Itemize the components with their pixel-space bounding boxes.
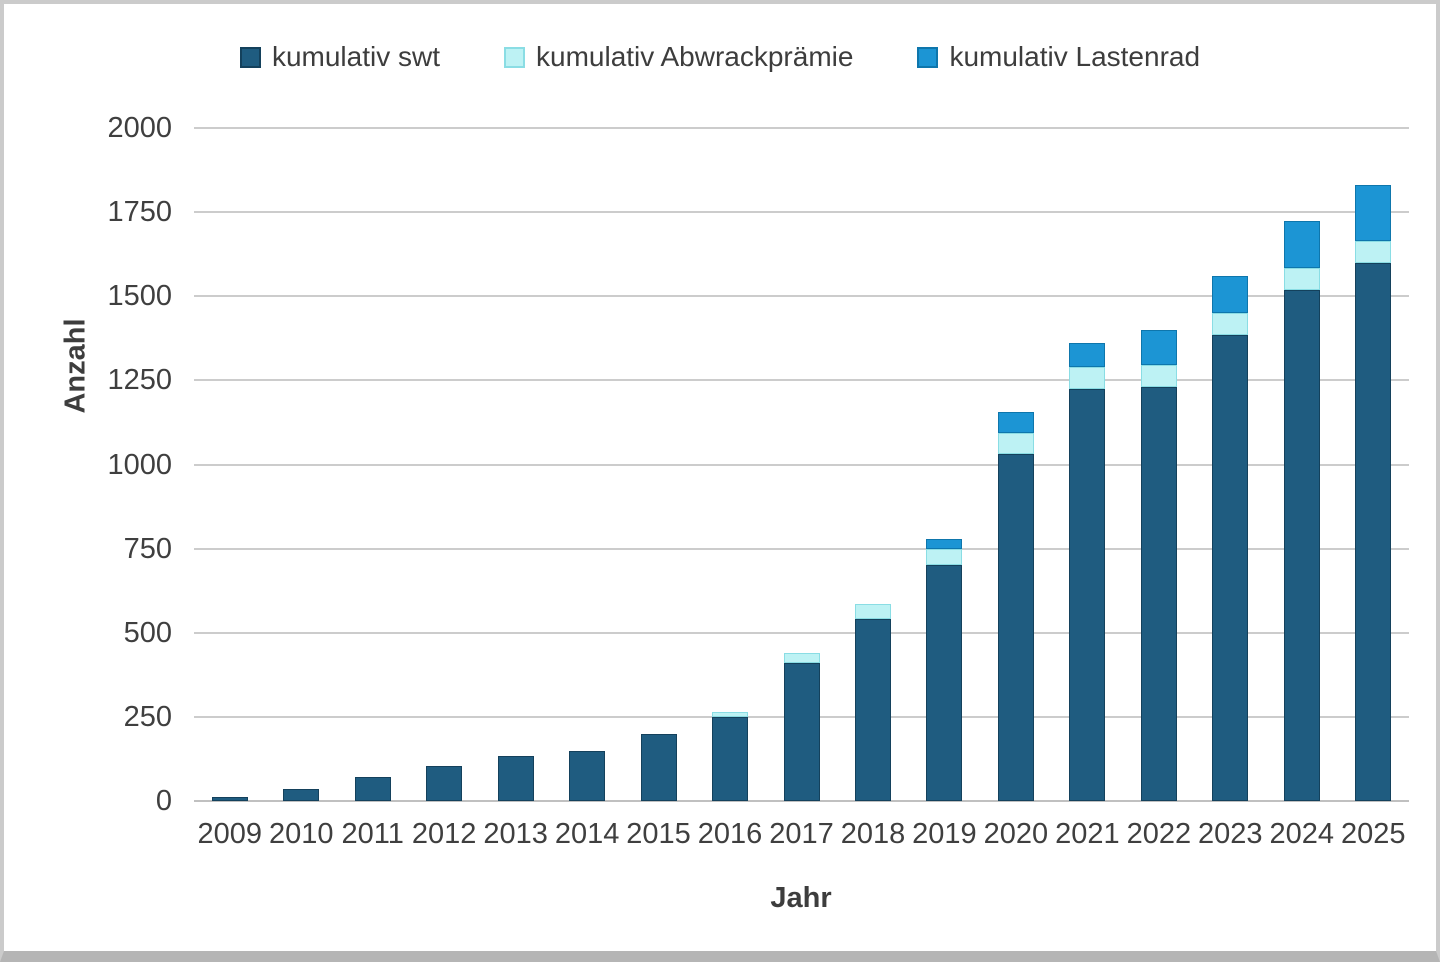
x-tick-label: 2013 (483, 818, 548, 850)
gridline (194, 211, 1409, 214)
bar-segment (1069, 366, 1106, 389)
bar-segment (854, 604, 891, 620)
bar-segment (1069, 343, 1106, 367)
gridline (194, 547, 1409, 550)
y-tick-label: 1000 (107, 448, 172, 481)
square-swatch-icon (917, 46, 939, 68)
x-tick-label: 2020 (983, 818, 1049, 850)
square-swatch-icon (504, 46, 525, 68)
bar-segment (211, 796, 248, 801)
x-tick-label: 2015 (626, 818, 691, 850)
legend-item: kumulativ swt (239, 41, 440, 73)
x-tick-label: 2016 (697, 818, 763, 850)
bar-segment (997, 454, 1034, 801)
bar-segment (426, 765, 463, 801)
gridline (194, 295, 1409, 298)
y-tick-label: 1250 (107, 364, 172, 397)
y-tick-label: 0 (155, 785, 172, 817)
legend-label: kumulativ Abwrackprämie (536, 41, 854, 72)
gridline (194, 127, 1409, 129)
y-tick-label: 1750 (107, 196, 172, 229)
legend-label: kumulativ swt (271, 41, 440, 72)
bar-segment (1069, 388, 1106, 801)
x-axis-title: Jahr (770, 882, 832, 914)
y-tick-label: 750 (123, 532, 172, 565)
bar-segment (1283, 289, 1320, 801)
bar-segment (997, 432, 1034, 455)
x-tick-label: 2017 (769, 818, 834, 850)
bar-segment (569, 750, 606, 801)
bar-segment (1355, 185, 1392, 241)
bar-segment (1355, 262, 1392, 801)
bar-segment (712, 716, 749, 801)
bar-segment (1212, 276, 1249, 314)
y-tick-label: 2000 (107, 112, 172, 144)
bar-segment (854, 619, 891, 801)
x-tick-label: 2010 (268, 818, 334, 850)
x-tick-label: 2024 (1269, 818, 1335, 850)
bar-segment (497, 755, 534, 801)
bar-segment (783, 652, 820, 664)
bar-segment (926, 548, 963, 566)
legend-item: kumulativ Lastenrad (917, 41, 1200, 73)
bar-segment (926, 565, 963, 801)
x-tick-label: 2019 (912, 818, 977, 850)
y-tick-label: 1500 (107, 280, 172, 313)
bar-segment (1140, 329, 1177, 366)
legend: kumulativ swt kumulativ Abwrackprämie kumu… (4, 40, 1436, 74)
x-tick-label: 2023 (1198, 818, 1263, 850)
x-tick-label: 2018 (840, 818, 906, 850)
x-tick-label: 2022 (1126, 818, 1192, 850)
gridline (194, 631, 1409, 634)
x-tick-label: 2025 (1340, 818, 1406, 850)
x-tick-label: 2021 (1055, 818, 1120, 850)
y-tick-label: 250 (123, 700, 172, 733)
bar-segment (1212, 334, 1249, 801)
x-tick-label: 2012 (411, 818, 477, 850)
bar-segment (997, 412, 1034, 433)
legend-label: kumulativ Lastenrad (949, 41, 1201, 72)
bar-segment (1355, 240, 1392, 263)
x-tick-label: 2014 (554, 818, 620, 850)
bar-segment (1212, 313, 1249, 335)
x-axis-line (194, 800, 1409, 802)
bar-segment (283, 789, 320, 801)
bar-segment (926, 538, 963, 549)
y-tick-label: 500 (123, 616, 172, 649)
bar-segment (1140, 365, 1177, 388)
legend-item: kumulativ Abwrackprämie (504, 41, 853, 73)
gridline (194, 379, 1409, 382)
square-swatch-icon (239, 46, 261, 68)
bar-segment (783, 663, 820, 801)
bar-segment (712, 711, 749, 717)
x-tick-label: 2009 (197, 818, 262, 850)
bar-segment (1140, 387, 1177, 801)
bar-segment (354, 777, 391, 801)
bar-segment (640, 733, 677, 801)
bar-segment (1283, 220, 1320, 268)
gridline (194, 463, 1409, 466)
x-tick-label: 2011 (341, 818, 404, 850)
bar-segment (1283, 267, 1320, 290)
